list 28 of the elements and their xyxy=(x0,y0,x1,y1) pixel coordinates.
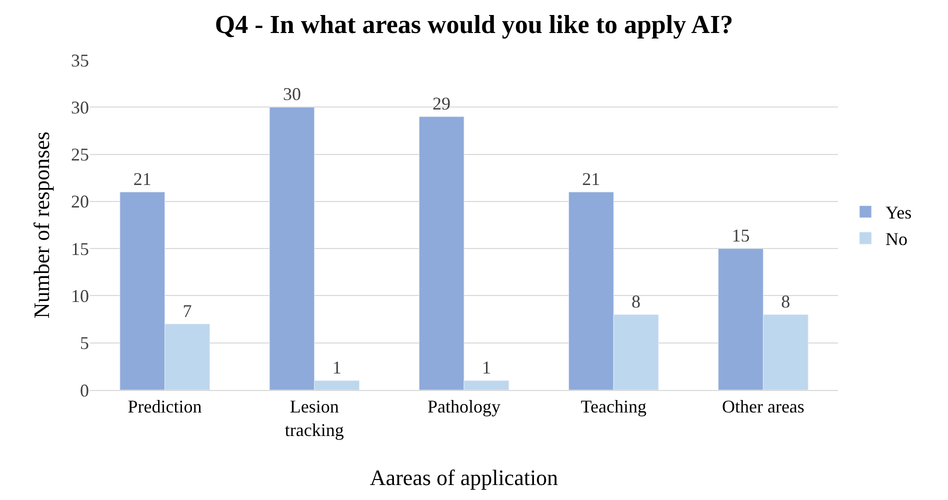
x-tick-label: Other areas xyxy=(722,396,804,417)
y-tick-label: 0 xyxy=(80,380,89,400)
y-tick-label: 35 xyxy=(71,50,89,70)
x-axis-title: Aareas of application xyxy=(370,464,558,490)
y-tick-label: 25 xyxy=(71,144,89,165)
data-label: 15 xyxy=(732,226,750,246)
y-axis-title: Number of responses xyxy=(28,132,54,318)
chart-title: Q4 - In what areas would you like to apply AI? xyxy=(214,10,734,40)
data-label: 8 xyxy=(781,292,790,312)
data-label: 1 xyxy=(482,358,491,378)
x-tick-label: Lesion tracking xyxy=(284,396,344,440)
data-label: 21 xyxy=(133,169,152,189)
data-label: 8 xyxy=(632,292,641,312)
data-label: 21 xyxy=(582,169,600,189)
x-tick-label: Prediction xyxy=(128,396,202,417)
x-tick-label: Pathology xyxy=(427,396,501,417)
y-tick-label: 15 xyxy=(71,238,89,259)
y-tick-label: 10 xyxy=(71,286,89,306)
y-tick-label: 5 xyxy=(80,333,89,354)
legend-label: Yes xyxy=(885,202,912,223)
y-tick-label: 20 xyxy=(71,192,89,212)
data-label: 1 xyxy=(332,358,342,378)
y-tick-label: 30 xyxy=(71,97,89,118)
data-label: 7 xyxy=(182,301,192,321)
data-label: 30 xyxy=(282,84,301,104)
x-tick-label: Teaching xyxy=(580,396,646,417)
data-label: 29 xyxy=(432,94,451,114)
legend-label: No xyxy=(885,229,908,250)
